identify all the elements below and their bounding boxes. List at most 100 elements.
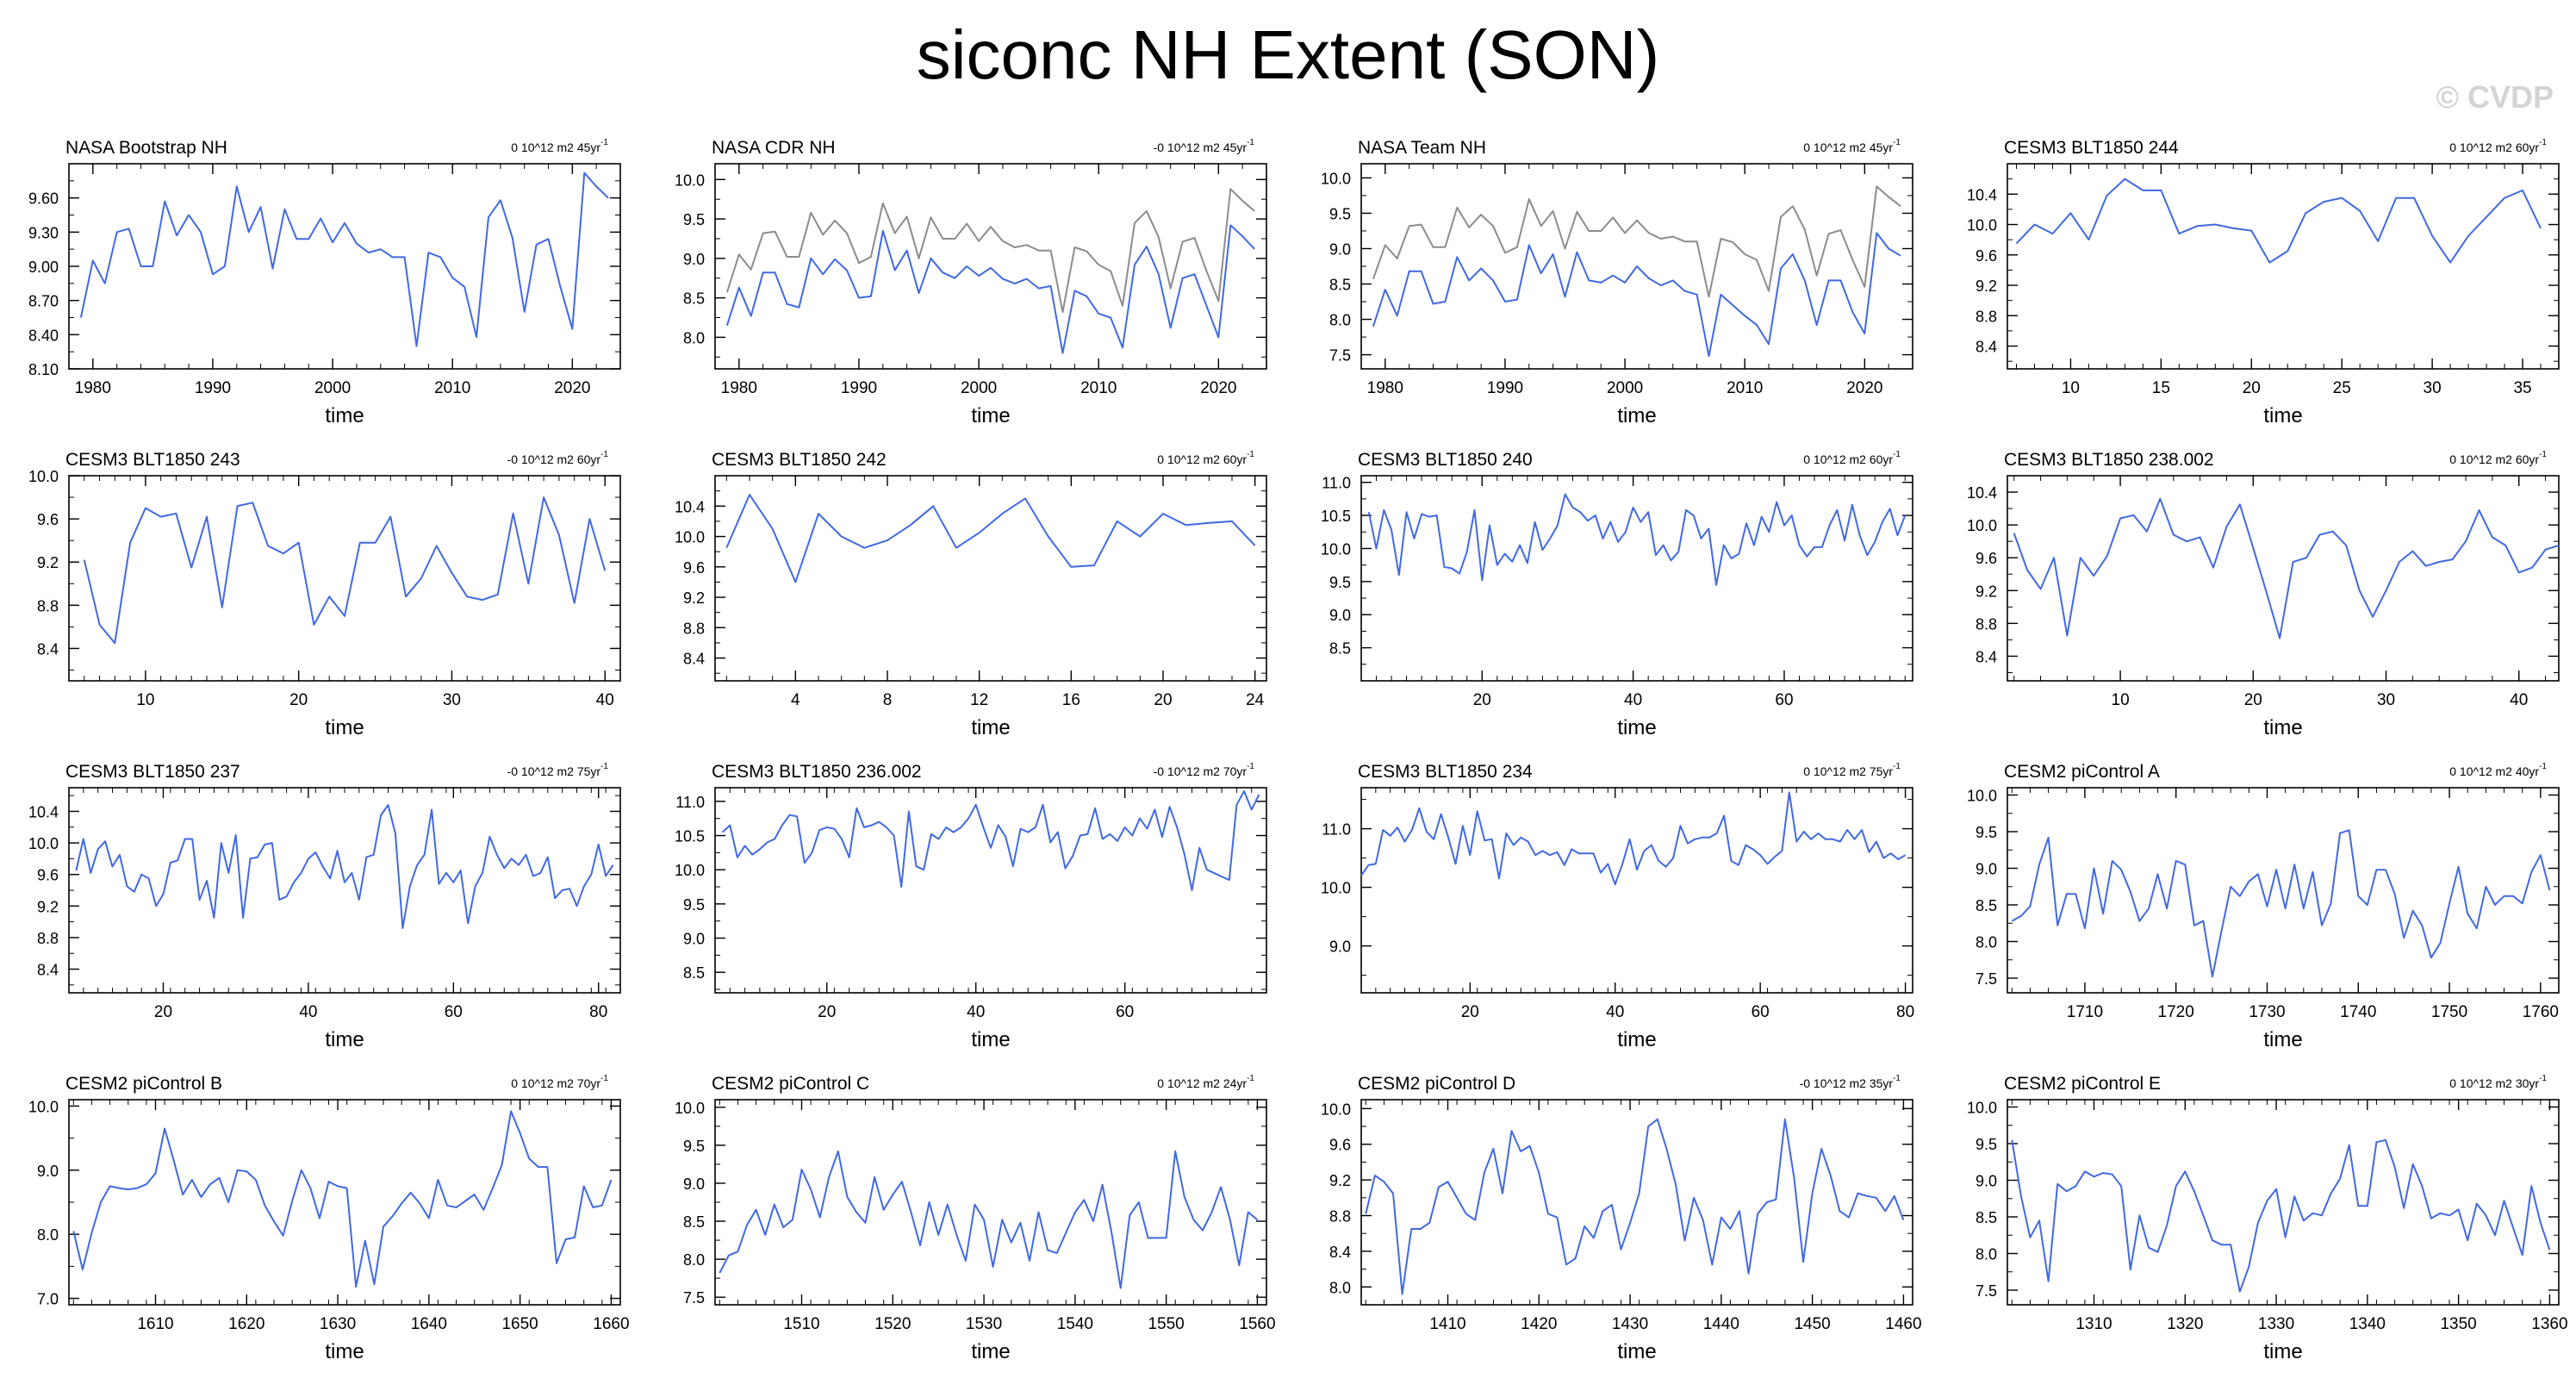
x-tick-label: 8 xyxy=(883,691,893,709)
y-tick-label: 9.5 xyxy=(683,896,705,914)
series-line xyxy=(1372,232,1901,358)
x-tick-label: 16 xyxy=(1062,691,1080,709)
chart-panel: NASA Bootstrap NH 0 10^12 m2 45yr-1 1980 19… xyxy=(28,138,621,427)
x-tick-label: 40 xyxy=(967,1003,985,1021)
chart-panel: CESM2 piControl B 0 10^12 m2 70yr-1 1610 16… xyxy=(28,1074,630,1363)
y-tick-label: 9.6 xyxy=(1976,247,1997,265)
chart-panel: CESM3 BLT1850 238.002 0 10^12 m2 60yr-1 10… xyxy=(1967,450,2560,739)
panel-title: CESM3 BLT1850 236.002 xyxy=(712,762,922,782)
y-tick-label: 8.0 xyxy=(1976,1246,1997,1263)
series-line xyxy=(79,172,609,347)
x-tick-label: 1990 xyxy=(841,379,877,397)
series-line xyxy=(719,1150,1259,1289)
y-tick-label: 11.0 xyxy=(1322,821,1351,839)
series-line xyxy=(725,494,1256,583)
trend-label: 0 10^12 m2 24yr-1 xyxy=(1157,1074,1254,1090)
trend-superscript: -1 xyxy=(2539,1074,2547,1083)
chart-panel: CESM3 BLT1850 236.002 -0 10^12 m2 70yr-1 2… xyxy=(675,762,1267,1051)
y-tick-label: 9.6 xyxy=(37,511,59,528)
chart-panel: NASA CDR NH -0 10^12 m2 45yr-1 1980 1990 200… xyxy=(675,138,1267,427)
x-tick-label: 20 xyxy=(2243,379,2261,397)
x-axis-label: time xyxy=(971,1340,1010,1363)
y-tick-label: 10.0 xyxy=(28,468,59,485)
plot-frame xyxy=(2007,787,2560,994)
y-tick-label: 9.0 xyxy=(1976,861,1997,878)
trend-superscript: -1 xyxy=(1893,1074,1901,1083)
chart-panel: NASA Team NH 0 10^12 m2 45yr-1 1980 1990 200… xyxy=(1321,138,1913,427)
y-tick-label: 10.0 xyxy=(675,1100,705,1117)
x-tick-label: 10 xyxy=(2112,691,2130,709)
y-tick-label: 9.00 xyxy=(28,259,59,276)
x-tick-label: 20 xyxy=(154,1003,172,1021)
x-tick-label: 1350 xyxy=(2440,1315,2476,1333)
plot-frame xyxy=(714,1099,1267,1306)
y-tick-label: 9.6 xyxy=(1329,1137,1351,1154)
x-tick-label: 1760 xyxy=(2523,1003,2559,1021)
y-tick-label: 9.0 xyxy=(1976,1173,1997,1190)
y-tick-label: 9.6 xyxy=(37,867,59,884)
series-line xyxy=(75,804,614,929)
x-tick-label: 1630 xyxy=(320,1315,356,1333)
x-tick-label: 40 xyxy=(299,1003,317,1021)
y-tick-label: 8.0 xyxy=(37,1226,59,1244)
y-tick-label: 7.5 xyxy=(1976,1282,1997,1300)
x-tick-label: 1410 xyxy=(1429,1315,1465,1333)
y-tick-label: 9.0 xyxy=(683,931,705,948)
trend-label: 0 10^12 m2 70yr-1 xyxy=(511,1074,608,1090)
trend-label: 0 10^12 m2 30yr-1 xyxy=(2449,1074,2547,1090)
y-tick-label: 10.0 xyxy=(1967,217,1997,234)
plot-frame xyxy=(1360,787,1913,994)
panel-title: CESM3 BLT1850 242 xyxy=(712,450,887,470)
y-tick-label: 8.8 xyxy=(37,930,59,947)
trend-label: 0 10^12 m2 45yr-1 xyxy=(511,138,608,154)
plot-frame xyxy=(714,163,1267,370)
x-tick-label: 1990 xyxy=(195,379,231,397)
y-tick-label: 10.4 xyxy=(1967,186,1997,203)
y-tick-label: 9.2 xyxy=(1329,1172,1351,1189)
y-tick-label: 9.0 xyxy=(683,1176,705,1193)
trend-label: 0 10^12 m2 45yr-1 xyxy=(1803,138,1901,154)
x-tick-label: 60 xyxy=(1116,1003,1134,1021)
x-tick-label: 60 xyxy=(445,1003,463,1021)
trend-label: 0 10^12 m2 60yr-1 xyxy=(1803,450,1901,466)
x-tick-label: 60 xyxy=(1775,691,1793,709)
x-axis-label: time xyxy=(971,716,1010,739)
y-tick-label: 9.5 xyxy=(683,211,705,228)
x-tick-label: 1530 xyxy=(966,1315,1002,1333)
trend-label: -0 10^12 m2 75yr-1 xyxy=(507,762,609,778)
x-tick-label: 1610 xyxy=(137,1315,173,1333)
panel-title: NASA Bootstrap NH xyxy=(65,138,227,158)
x-axis-label: time xyxy=(2263,1028,2302,1051)
x-axis-label: time xyxy=(325,1340,364,1363)
series-line xyxy=(2011,1138,2551,1293)
y-tick-label: 10.0 xyxy=(1967,1100,1997,1117)
x-tick-label: 80 xyxy=(589,1003,607,1021)
x-tick-label: 2000 xyxy=(961,379,997,397)
y-tick-label: 10.0 xyxy=(1321,540,1351,558)
x-tick-label: 2020 xyxy=(554,379,590,397)
x-tick-label: 1330 xyxy=(2258,1315,2294,1333)
series-line xyxy=(1367,493,1907,586)
plot-frame xyxy=(2007,475,2560,682)
y-tick-label: 8.0 xyxy=(683,1251,705,1269)
panel-title: CESM2 piControl A xyxy=(2004,762,2160,782)
series-line xyxy=(2015,178,2542,264)
x-tick-label: 1990 xyxy=(1487,379,1523,397)
x-tick-label: 20 xyxy=(289,691,308,709)
y-tick-label: 9.5 xyxy=(683,1138,705,1155)
x-tick-label: 30 xyxy=(2377,691,2395,709)
x-tick-label: 1980 xyxy=(75,379,111,397)
y-tick-label: 9.5 xyxy=(1329,574,1351,591)
panel-title: NASA Team NH xyxy=(1358,138,1486,158)
x-tick-label: 1460 xyxy=(1885,1315,1921,1333)
x-tick-label: 1720 xyxy=(2158,1003,2194,1021)
y-tick-label: 8.5 xyxy=(683,964,705,982)
y-tick-label: 7.5 xyxy=(1976,970,1997,988)
x-axis-label: time xyxy=(325,716,364,739)
y-tick-label: 10.4 xyxy=(28,803,59,820)
panel-title: CESM2 piControl C xyxy=(712,1074,869,1094)
series-line xyxy=(2013,497,2560,639)
panel-title: CESM3 BLT1850 237 xyxy=(65,762,240,782)
y-tick-label: 7.5 xyxy=(683,1289,705,1307)
panel-title: CESM2 piControl B xyxy=(65,1074,222,1094)
